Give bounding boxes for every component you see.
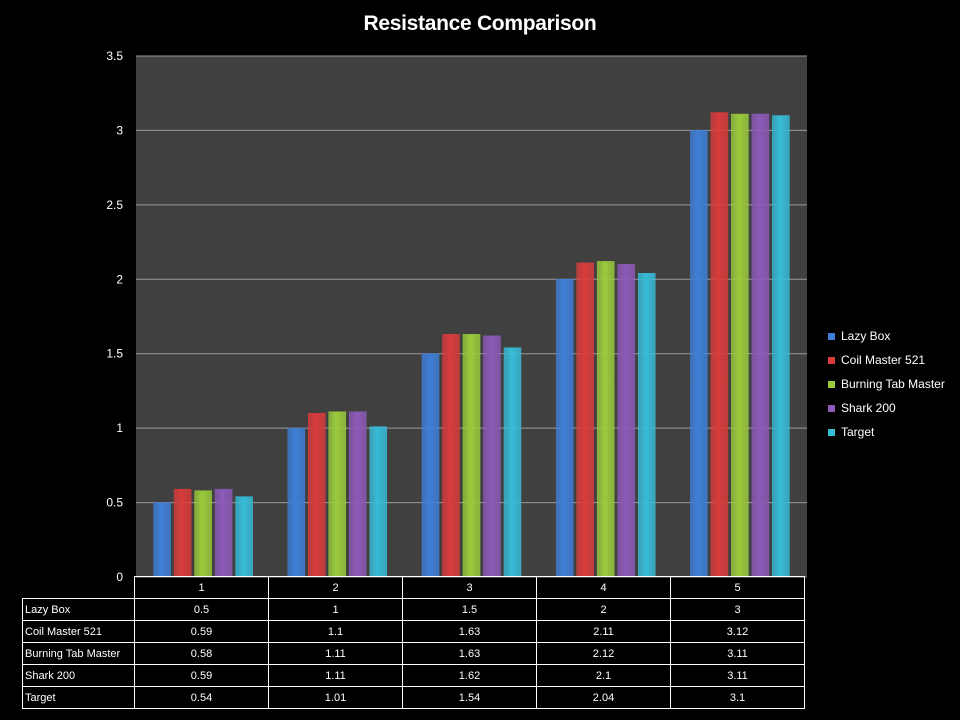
bar — [772, 115, 790, 578]
data-label: 1.5 — [402, 598, 537, 621]
data-label: 3.12 — [670, 620, 805, 643]
x-tick-label: 3 — [402, 576, 537, 599]
data-table: 1 2 3 4 5 Lazy Box 0.5 1 1.5 2 3 Coil Master 521 0.5… — [22, 576, 805, 709]
legend-item: Burning Tab Master — [828, 372, 958, 396]
bar — [710, 112, 729, 578]
bar — [194, 490, 212, 578]
bar — [421, 353, 440, 578]
legend-label: Lazy Box — [841, 329, 891, 343]
data-label: 2.12 — [536, 642, 671, 665]
y-tick-label: 0.5 — [106, 496, 123, 510]
legend-swatch — [828, 332, 835, 340]
data-label: 1 — [268, 598, 403, 621]
table-row: Burning Tab Master 0.58 1.11 1.63 2.12 3.11 — [22, 642, 805, 665]
bar — [442, 334, 460, 578]
legend-item: Coil Master 521 — [828, 348, 958, 372]
x-tick-label: 4 — [536, 576, 671, 599]
bar — [731, 113, 749, 578]
y-tick-label: 3 — [116, 123, 123, 137]
legend-swatch — [828, 356, 835, 364]
data-label: 1.62 — [402, 664, 537, 687]
table-row: Lazy Box 0.5 1 1.5 2 3 — [22, 598, 805, 621]
data-label: 3.1 — [670, 686, 805, 709]
series-name-cell: Target — [22, 686, 135, 709]
bar — [153, 502, 171, 578]
legend-swatch — [828, 380, 835, 388]
bar — [617, 264, 635, 578]
bar — [235, 496, 253, 578]
y-tick-label: 2.5 — [106, 198, 123, 212]
legend-item: Shark 200 — [828, 396, 958, 420]
bar — [751, 113, 770, 578]
data-label: 0.59 — [134, 620, 269, 643]
bar — [287, 427, 306, 578]
legend-swatch — [828, 404, 835, 412]
bar — [369, 426, 388, 578]
legend-item: Lazy Box — [828, 324, 958, 348]
data-label: 3.11 — [670, 664, 805, 687]
data-label: 1.11 — [268, 642, 403, 665]
data-label: 1.11 — [268, 664, 403, 687]
table-row: Shark 200 0.59 1.11 1.62 2.1 3.11 — [22, 664, 805, 687]
data-label: 1.01 — [268, 686, 403, 709]
data-label: 0.5 — [134, 598, 269, 621]
x-tick-label: 5 — [670, 576, 805, 599]
data-label: 0.54 — [134, 686, 269, 709]
bar — [308, 413, 326, 578]
series-name-cell: Burning Tab Master — [22, 642, 135, 665]
bar — [503, 347, 522, 578]
legend-item: Target — [828, 420, 958, 444]
legend-label: Burning Tab Master — [841, 377, 945, 391]
data-label: 1.1 — [268, 620, 403, 643]
legend-label: Coil Master 521 — [841, 353, 926, 367]
data-label: 1.63 — [402, 620, 537, 643]
legend-label: Target — [841, 425, 875, 439]
table-row: Coil Master 521 0.59 1.1 1.63 2.11 3.12 — [22, 620, 805, 643]
bar — [462, 334, 481, 578]
data-label: 2 — [536, 598, 671, 621]
y-tick-label: 3.5 — [106, 49, 123, 63]
bar — [173, 488, 192, 578]
chart-title: Resistance Comparison — [363, 12, 597, 35]
data-label: 3.11 — [670, 642, 805, 665]
bar — [483, 335, 501, 578]
series-name-cell: Shark 200 — [22, 664, 135, 687]
data-label: 3 — [670, 598, 805, 621]
series-name-cell: Coil Master 521 — [22, 620, 135, 643]
bar — [576, 262, 594, 578]
bar — [690, 130, 708, 578]
bar — [214, 488, 233, 578]
legend: Lazy Box Coil Master 521 Burning Tab Maste… — [828, 324, 958, 444]
y-tick-label: 1 — [116, 421, 123, 435]
bar — [637, 273, 656, 578]
data-label: 0.59 — [134, 664, 269, 687]
bar — [596, 261, 615, 578]
data-label: 0.58 — [134, 642, 269, 665]
data-label: 1.63 — [402, 642, 537, 665]
legend-swatch — [828, 428, 835, 436]
table-corner — [22, 576, 135, 599]
data-label: 2.11 — [536, 620, 671, 643]
data-label: 1.54 — [402, 686, 537, 709]
data-label: 2.1 — [536, 664, 671, 687]
data-label: 2.04 — [536, 686, 671, 709]
bar — [349, 411, 367, 578]
series-name-cell: Lazy Box — [22, 598, 135, 621]
x-tick-label: 1 — [134, 576, 269, 599]
bar — [328, 411, 347, 578]
bar — [555, 279, 574, 578]
table-row: Target 0.54 1.01 1.54 2.04 3.1 — [22, 686, 805, 709]
legend-label: Shark 200 — [841, 401, 896, 415]
y-tick-label: 2 — [116, 272, 123, 286]
y-tick-label: 1.5 — [106, 347, 123, 361]
x-tick-label: 2 — [268, 576, 403, 599]
